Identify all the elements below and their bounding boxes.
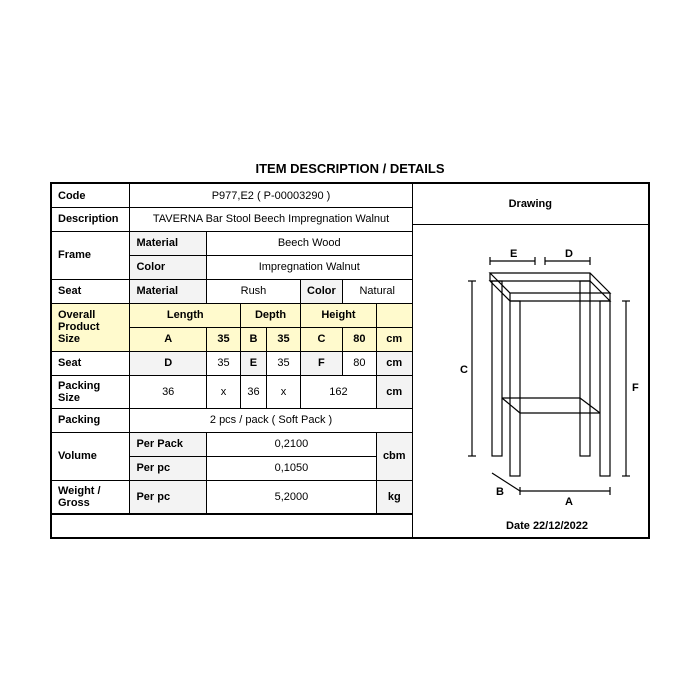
- volume-perpack: 0,2100: [206, 432, 376, 456]
- unit-kg: kg: [376, 480, 412, 514]
- unit-cm-2: cm: [376, 351, 412, 375]
- label-depth: Depth: [241, 303, 301, 327]
- dim-F: 80: [342, 351, 376, 375]
- label-perpc-wt: Per pc: [130, 480, 206, 514]
- drawing-heading: Drawing: [413, 184, 648, 225]
- label-seat-dims: Seat: [51, 351, 130, 375]
- spec-sheet: ITEM DESCRIPTION / DETAILS Code P977,E2 …: [50, 161, 650, 539]
- unit-cbm: cbm: [376, 432, 412, 480]
- svg-text:D: D: [565, 248, 573, 260]
- dim-A: 35: [206, 327, 240, 351]
- svg-text:B: B: [496, 486, 504, 498]
- label-weight: Weight / Gross: [51, 480, 130, 514]
- label-height: Height: [301, 303, 377, 327]
- dim-E-label: E: [241, 351, 267, 375]
- value-code: P977,E2 ( P-00003290 ): [130, 183, 412, 207]
- spec-table: Code P977,E2 ( P-00003290 ) Drawing: [50, 182, 650, 539]
- pack-d: 36: [241, 375, 267, 408]
- svg-text:F: F: [632, 382, 639, 394]
- label-seat: Seat: [51, 279, 130, 303]
- drawing-panel: Drawing: [412, 183, 649, 538]
- dim-D: 35: [206, 351, 240, 375]
- dim-F-label: F: [301, 351, 343, 375]
- svg-text:E: E: [510, 248, 517, 260]
- value-seat-material: Rush: [206, 279, 300, 303]
- label-packing-size: Packing Size: [51, 375, 130, 408]
- svg-text:A: A: [565, 496, 573, 508]
- value-description: TAVERNA Bar Stool Beech Impregnation Wal…: [130, 207, 412, 231]
- volume-perpc: 0,1050: [206, 456, 376, 480]
- pack-h: 162: [301, 375, 377, 408]
- value-frame-color: Impregnation Walnut: [206, 255, 412, 279]
- unit-cm-3: cm: [376, 375, 412, 408]
- label-color: Color: [130, 255, 206, 279]
- stool-drawing: E D C F B A: [420, 233, 640, 513]
- label-length: Length: [130, 303, 241, 327]
- sheet-title: ITEM DESCRIPTION / DETAILS: [50, 161, 650, 176]
- pack-x1: x: [206, 375, 240, 408]
- dim-B-label: B: [241, 327, 267, 351]
- dim-C: 80: [342, 327, 376, 351]
- weight-perpc: 5,2000: [206, 480, 376, 514]
- svg-text:C: C: [460, 364, 468, 376]
- label-seat-material: Material: [130, 279, 206, 303]
- label-material: Material: [130, 231, 206, 255]
- dim-D-label: D: [130, 351, 206, 375]
- label-perpack: Per Pack: [130, 432, 206, 456]
- value-packing: 2 pcs / pack ( Soft Pack ): [130, 408, 412, 432]
- row-code: Code P977,E2 ( P-00003290 ) Drawing: [51, 183, 649, 207]
- dim-E: 35: [266, 351, 300, 375]
- label-packing: Packing: [51, 408, 130, 432]
- label-frame: Frame: [51, 231, 130, 279]
- unit-cm-1: cm: [376, 327, 412, 351]
- dim-A-label: A: [130, 327, 206, 351]
- pack-x2: x: [266, 375, 300, 408]
- value-frame-material: Beech Wood: [206, 231, 412, 255]
- label-seat-color: Color: [301, 279, 343, 303]
- dim-B: 35: [266, 327, 300, 351]
- label-perpc-vol: Per pc: [130, 456, 206, 480]
- label-volume: Volume: [51, 432, 130, 480]
- dim-C-label: C: [301, 327, 343, 351]
- label-code: Code: [51, 183, 130, 207]
- label-overall: Overall Product Size: [51, 303, 130, 351]
- value-seat-color: Natural: [342, 279, 412, 303]
- pack-w: 36: [130, 375, 206, 408]
- label-description: Description: [51, 207, 130, 231]
